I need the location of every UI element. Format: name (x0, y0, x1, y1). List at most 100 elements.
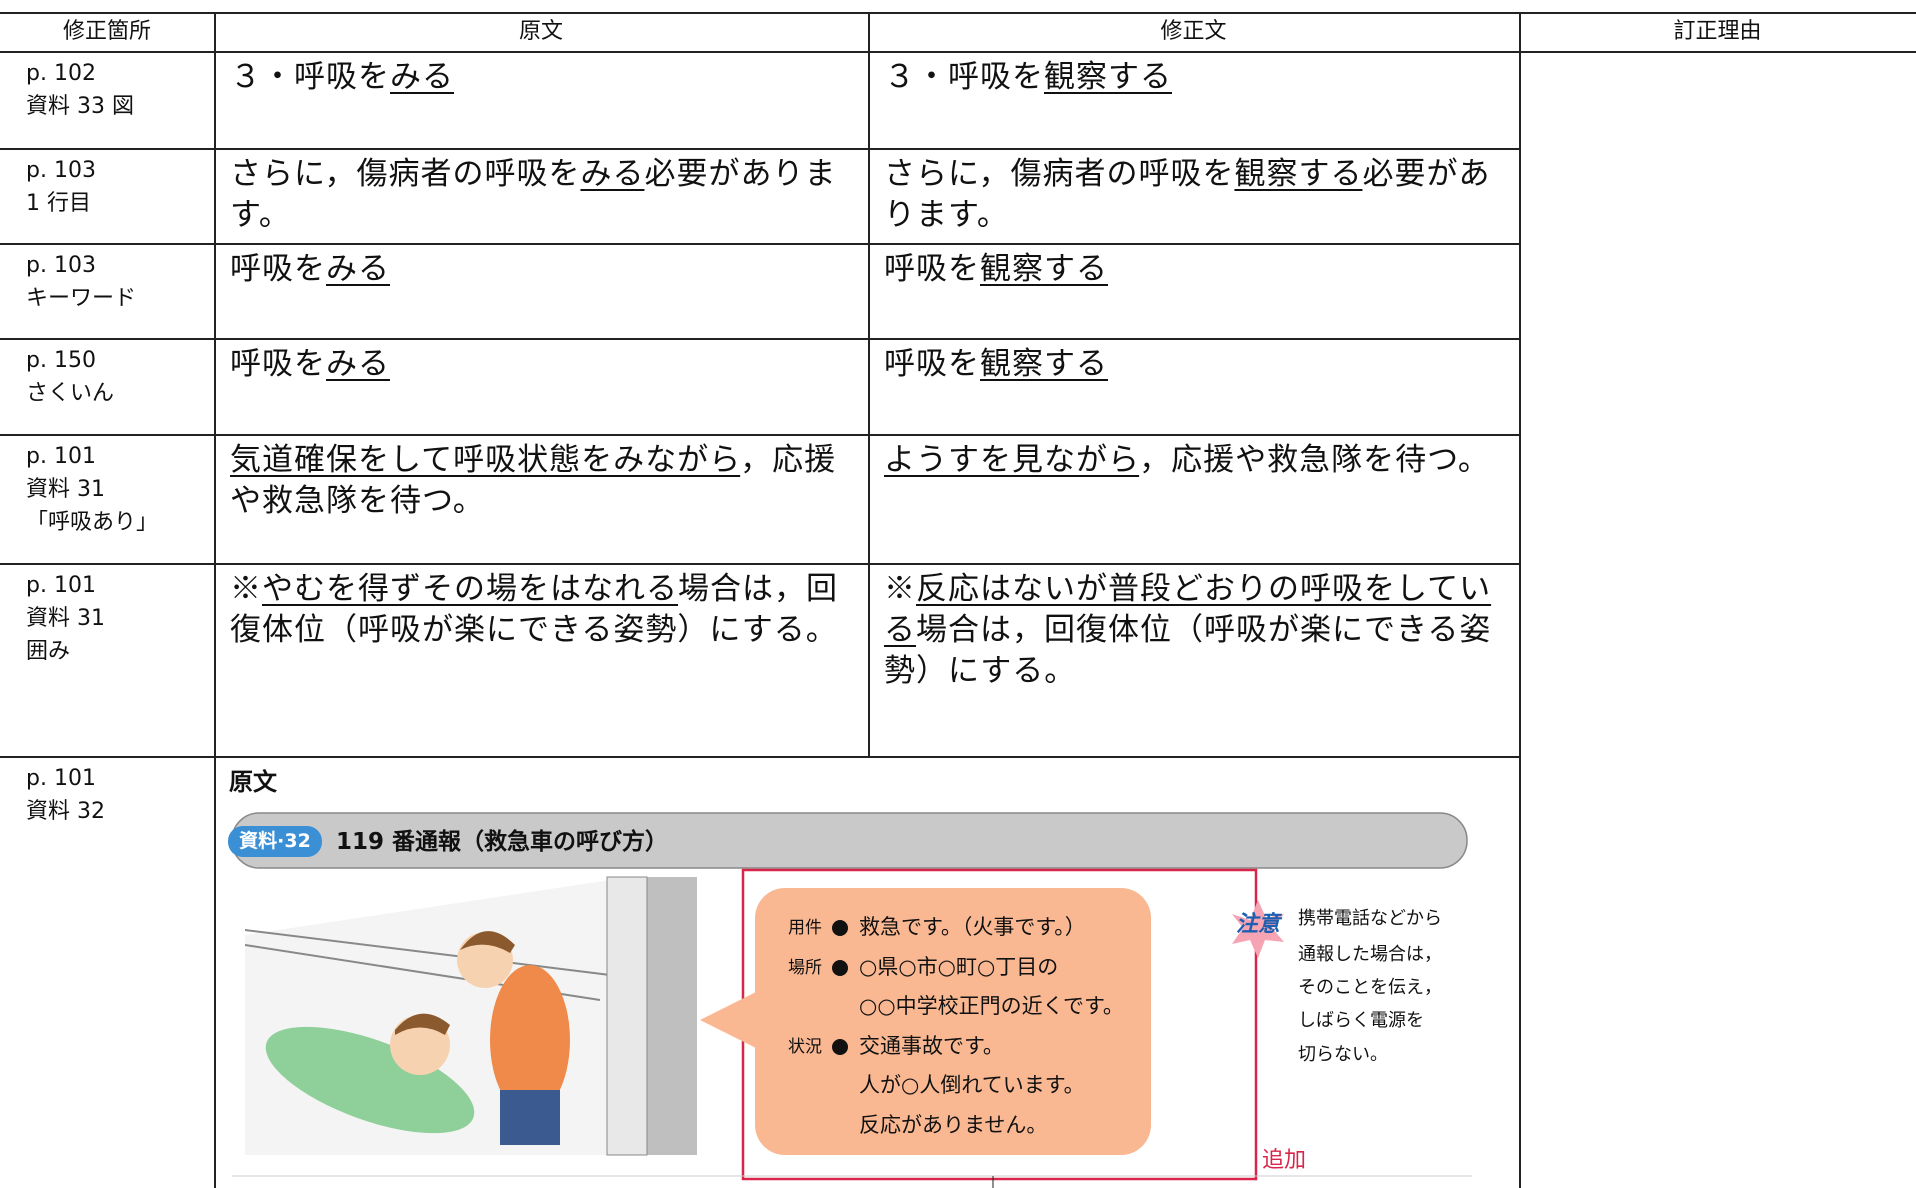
revised-text: ようすを見ながら，応援や救急隊を待つ。 (868, 434, 1519, 563)
location-line: 「呼吸あり」 (26, 510, 159, 535)
text-segment: 呼吸を (884, 346, 980, 382)
underlined-segment: 反応はないが普段どおりの呼吸をしている (884, 571, 1492, 648)
text-segment: ，応援や救急隊を待つ。 (1139, 442, 1490, 478)
bubble-line: 反応がありません。 (859, 1112, 1048, 1137)
h-rule (0, 243, 1519, 245)
bubble-line: ○県○市○町○丁目の (859, 954, 1059, 979)
underlined-segment: みる (390, 59, 454, 95)
location-line: p. 103 (26, 253, 96, 278)
original-text: 気道確保をして呼吸状態をみながら，応援や救急隊を待つ。 (214, 434, 868, 563)
scene (244, 876, 697, 1156)
original-text: さらに，傷病者の呼吸をみる必要があります。 (214, 148, 868, 243)
note-line: 通報した場合は， (1298, 944, 1442, 965)
location-cell: p. 101 資料 32 (0, 756, 214, 1188)
note-label: 注意 (1236, 912, 1281, 937)
location-line: 囲み (26, 639, 71, 664)
h-rule (0, 756, 1519, 758)
text-segment: ※ (230, 571, 262, 607)
location-line: 資料 33 図 (26, 94, 134, 119)
bullet (832, 1038, 848, 1055)
location-line: キーワード (26, 286, 137, 311)
bubble-line: 人が○人倒れています。 (859, 1073, 1085, 1097)
h-rule (0, 12, 1916, 14)
location-line: 資料 32 (26, 799, 105, 824)
h-rule (0, 563, 1519, 565)
underlined-segment: 観察する (980, 251, 1108, 287)
note-line: 切らない。 (1298, 1044, 1388, 1065)
location-line: 資料 31 (26, 606, 105, 631)
location-line: p. 101 (26, 573, 96, 598)
revised-text: さらに，傷病者の呼吸を観察する必要があります。 (868, 148, 1519, 243)
v-rule (868, 12, 870, 756)
location-line: 1 行目 (26, 191, 91, 216)
header-cell: 訂正理由 (1673, 19, 1762, 44)
underlined-segment: 観察する (1234, 156, 1363, 192)
figure-title: 119 番通報（救急車の呼び方） (336, 829, 669, 855)
text-segment: 場合は，回復体位（呼吸が楽にできる姿勢）にする。 (884, 612, 1492, 689)
underlined-segment: 気道確保をして呼吸状態をみながら (230, 442, 741, 478)
h-rule (0, 338, 1519, 340)
text-segment: ，応援や救急隊を待つ。 (230, 442, 837, 519)
bubble-label: 状況 (788, 1036, 822, 1057)
h-rule (0, 148, 1519, 150)
bubble-label: 用件 (788, 918, 822, 938)
note-star (1232, 900, 1284, 958)
text-segment: ３・呼吸を (230, 59, 390, 95)
v-rule (214, 12, 216, 1188)
text-segment: 必要があります。 (230, 156, 837, 233)
location-line: p. 101 (26, 766, 96, 791)
location-cell: p. 103 1 行目 (0, 148, 214, 243)
h-rule (0, 51, 1916, 53)
v-rule (868, 12, 870, 51)
location-line: p. 103 (26, 158, 96, 183)
underlined-segment: みる (326, 251, 390, 287)
location-line: p. 150 (26, 348, 96, 373)
location-line: p. 102 (26, 61, 96, 86)
text-segment: さらに，傷病者の呼吸を (230, 156, 581, 192)
location-cell: p. 103 キーワード (0, 243, 214, 338)
underlined-segment: ようすを見ながら (884, 442, 1140, 478)
added-label: 追加 (1262, 1148, 1307, 1173)
location-cell: p. 150 さくいん (0, 338, 214, 434)
bullet (832, 920, 848, 936)
bullet (832, 959, 848, 976)
note-line: 携帯電話などから (1298, 908, 1442, 929)
location-line: p. 101 (26, 444, 96, 469)
text-segment: 呼吸を (230, 346, 326, 382)
header-cell: 原文 (518, 19, 563, 44)
figure-heading: 原文 (229, 768, 277, 796)
text-segment: さらに，傷病者の呼吸を (884, 156, 1235, 192)
bubble-line: 救急です。（火事です。） (859, 915, 1086, 939)
v-rule (1519, 12, 1521, 1188)
text-segment: ３・呼吸を (884, 59, 1044, 95)
revised-text: 呼吸を観察する (868, 338, 1519, 434)
bubble-tail (700, 985, 770, 1055)
header-cell: 修正箇所 (62, 19, 151, 44)
text-segment: 呼吸を (884, 251, 980, 287)
speech-bubble (755, 888, 1151, 1155)
location-cell: p. 102 資料 33 図 (0, 51, 214, 148)
location-cell: p. 101 資料 31 「呼吸あり」 (0, 434, 214, 563)
underlined-segment: みる (326, 346, 390, 382)
original-text: 呼吸をみる (214, 243, 868, 338)
original-text: ※やむを得ずその場をはなれる場合は，回復体位（呼吸が楽にできる姿勢）にする。 (214, 563, 868, 756)
revised-text: ３・呼吸を観察する (868, 51, 1519, 148)
location-line: さくいん (26, 381, 115, 406)
text-segment: 必要があります。 (884, 156, 1491, 233)
location-cell: p. 101 資料 31 囲み (0, 563, 214, 756)
note-line: しばらく電源を (1298, 1010, 1424, 1031)
note-line: そのことを伝え， (1298, 977, 1442, 998)
original-text: 呼吸をみる (214, 338, 868, 434)
original-text: ３・呼吸をみる (214, 51, 868, 148)
underlined-segment: やむを得ずその場をはなれる (262, 571, 678, 607)
h-rule (0, 434, 1519, 436)
header-cell: 修正文 (1160, 19, 1227, 44)
revised-text: 呼吸を観察する (868, 243, 1519, 338)
bubble-line: ○○中学校正門の近くです。 (859, 994, 1124, 1018)
underlined-segment: みる (580, 156, 645, 192)
text-segment: ※ (884, 571, 916, 607)
text-segment: 場合は，回復体位（呼吸が楽にできる姿勢）にする。 (230, 571, 838, 648)
bubble-line: 交通事故です。 (859, 1033, 1004, 1058)
